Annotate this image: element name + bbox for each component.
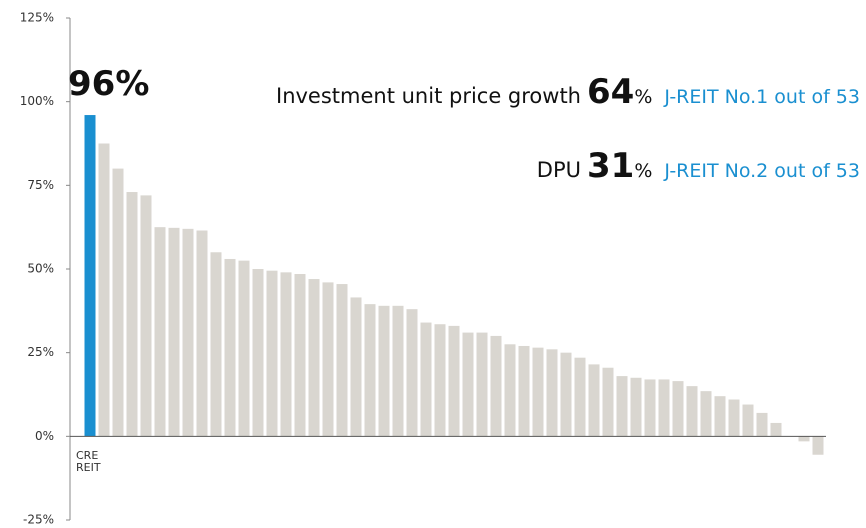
annotation-part: 64 bbox=[587, 72, 635, 112]
bar bbox=[280, 272, 292, 437]
bar bbox=[154, 227, 166, 437]
bar bbox=[686, 386, 698, 437]
bar bbox=[770, 422, 782, 437]
annotation-part: DPU bbox=[536, 158, 581, 182]
annotation: DPU 31% J-REIT No.2 out of 53 bbox=[537, 146, 860, 186]
bar bbox=[574, 357, 586, 437]
annotation-part: Investment unit price growth bbox=[276, 84, 581, 108]
bar bbox=[364, 304, 376, 437]
bar bbox=[294, 274, 306, 437]
bar bbox=[126, 192, 138, 437]
bar bbox=[210, 252, 222, 437]
annotation-part: % bbox=[634, 86, 653, 108]
bar bbox=[336, 284, 348, 437]
bar bbox=[742, 404, 754, 437]
annotation-part: 31 bbox=[587, 146, 635, 186]
y-tick-label: 75% bbox=[27, 178, 54, 192]
bar bbox=[238, 260, 250, 437]
bar bbox=[252, 269, 264, 437]
bar bbox=[490, 335, 502, 437]
bar bbox=[798, 436, 810, 442]
bar bbox=[406, 309, 418, 437]
bar bbox=[700, 391, 712, 437]
y-tick-label: 125% bbox=[20, 11, 54, 25]
bar bbox=[378, 305, 390, 437]
bar bbox=[756, 412, 768, 437]
bar bbox=[602, 367, 614, 437]
y-tick-label: -25% bbox=[23, 513, 54, 527]
bar bbox=[560, 352, 572, 437]
bar bbox=[196, 230, 208, 437]
bar bbox=[448, 325, 460, 437]
bar bbox=[140, 195, 152, 437]
bar bbox=[728, 399, 740, 437]
annotation-part: J-REIT No.1 out of 53 bbox=[664, 86, 860, 108]
bar bbox=[392, 305, 404, 437]
bar bbox=[476, 332, 488, 437]
y-tick-label: 25% bbox=[27, 345, 54, 359]
bar bbox=[420, 322, 432, 437]
bar bbox=[168, 227, 180, 437]
bar bbox=[532, 347, 544, 437]
bar bbox=[112, 168, 124, 437]
bar bbox=[350, 297, 362, 437]
annotation: Investment unit price growth 64% J-REIT No… bbox=[276, 72, 860, 112]
bar bbox=[658, 379, 670, 437]
bar bbox=[308, 279, 320, 437]
bar bbox=[644, 379, 656, 437]
bar bbox=[546, 349, 558, 437]
bar bbox=[98, 143, 110, 437]
x-tick-label: CRE REIT bbox=[76, 449, 101, 475]
bar bbox=[588, 364, 600, 437]
bar bbox=[812, 436, 824, 455]
annotation-part: % bbox=[634, 160, 653, 182]
bar bbox=[224, 258, 236, 437]
highlight-label: 96% bbox=[68, 64, 150, 104]
bar bbox=[518, 345, 530, 437]
bar bbox=[616, 376, 628, 437]
bar bbox=[462, 332, 474, 437]
bar bbox=[322, 282, 334, 437]
bar bbox=[182, 228, 194, 437]
bar bbox=[630, 377, 642, 437]
bar bbox=[714, 396, 726, 437]
bar bbox=[266, 270, 278, 437]
y-tick-label: 50% bbox=[27, 262, 54, 276]
bar bbox=[434, 324, 446, 437]
y-tick-label: 100% bbox=[20, 94, 54, 108]
bar bbox=[504, 344, 516, 437]
bar bbox=[84, 115, 96, 437]
y-tick-label: 0% bbox=[35, 429, 54, 443]
bar bbox=[672, 381, 684, 437]
annotation-part: J-REIT No.2 out of 53 bbox=[664, 160, 860, 182]
